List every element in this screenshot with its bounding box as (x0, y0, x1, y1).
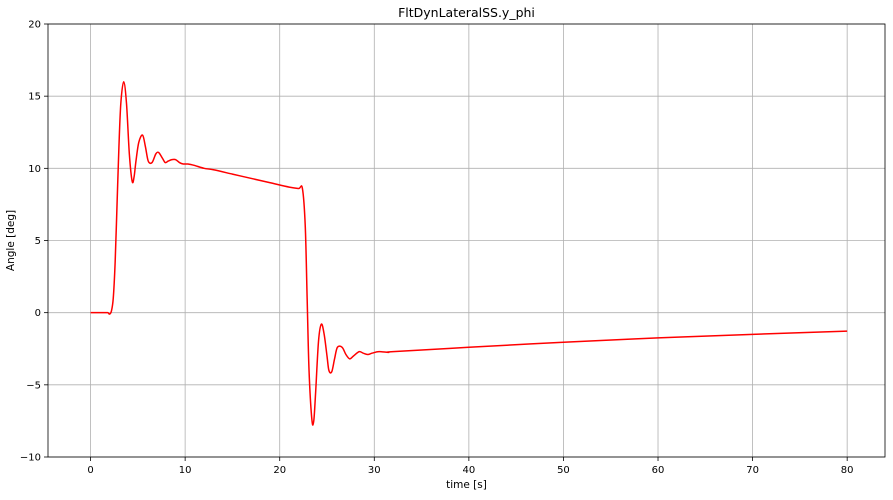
x-tick-label: 0 (87, 465, 93, 476)
x-axis-label: time [s] (446, 479, 487, 491)
x-tick-label: 20 (273, 465, 286, 476)
y-tick-label: 15 (28, 92, 41, 103)
x-tick-label: 80 (841, 465, 854, 476)
y-tick-label: 10 (28, 164, 41, 175)
series-line (90, 80, 848, 426)
x-tick-label: 10 (179, 465, 192, 476)
y-axis-label: Angle [deg] (5, 210, 17, 271)
x-tick-label: 70 (746, 465, 759, 476)
data-series (90, 80, 848, 426)
grid (48, 23, 885, 458)
y-tick-label: 20 (28, 20, 41, 31)
y-tick-label: −5 (26, 380, 41, 391)
chart-title: FltDynLateralSS.y_phi (398, 5, 535, 20)
y-tick-label: 0 (35, 308, 41, 319)
x-tick-label: 30 (368, 465, 381, 476)
y-tick-label: −10 (20, 453, 41, 464)
x-tick-label: 60 (652, 465, 665, 476)
y-tick-label: 5 (35, 236, 41, 247)
x-tick-label: 40 (462, 465, 475, 476)
x-tick-label: 50 (557, 465, 570, 476)
ticks: 0 10 20 30 40 50 60 70 80 −10 −5 0 5 10 15 20 (20, 20, 854, 477)
